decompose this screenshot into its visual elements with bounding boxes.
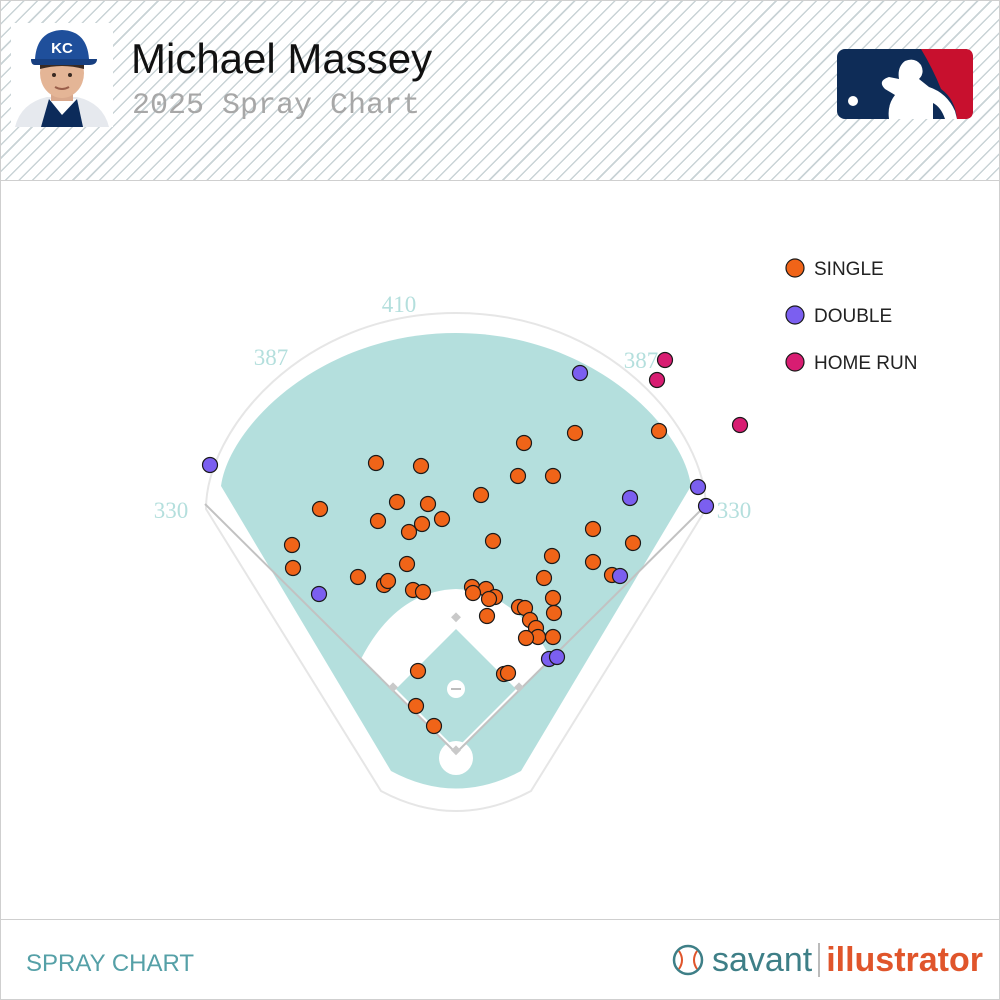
- single-point: [464, 584, 482, 602]
- savant-illustrator-brand: savant illustrator: [672, 940, 983, 980]
- single-point: [349, 568, 367, 586]
- mlb-logo-icon: [837, 49, 973, 119]
- single-point: [624, 534, 642, 552]
- single-point: [544, 628, 562, 646]
- double-point: [310, 585, 328, 603]
- single-point: [433, 510, 451, 528]
- single-point: [283, 536, 301, 554]
- brand-illustrator: illustrator: [826, 940, 983, 979]
- legend-marker: [785, 352, 805, 372]
- spray-chart-field: 330 387 410 387 330 SINGLE DOUBLE HOME RUN: [154, 258, 917, 812]
- home-run-point: [731, 416, 749, 434]
- player-headshot-icon: KC: [11, 23, 113, 127]
- single-point: [369, 512, 387, 530]
- double-point: [689, 478, 707, 496]
- single-point: [584, 553, 602, 571]
- svg-text:KC: KC: [51, 40, 73, 57]
- single-point: [499, 664, 517, 682]
- single-point: [584, 520, 602, 538]
- legend-item-home-run: HOME RUN: [785, 352, 917, 374]
- single-point: [388, 493, 406, 511]
- single-point: [484, 532, 502, 550]
- legend-marker: [785, 305, 805, 325]
- hit-points: [201, 351, 749, 735]
- single-point: [535, 569, 553, 587]
- single-point: [311, 500, 329, 518]
- single-point: [543, 547, 561, 565]
- header-banner: KC Michael Massey 2025 Spray Chart: [1, 1, 999, 181]
- home-run-point: [648, 371, 666, 389]
- single-point: [544, 589, 562, 607]
- single-point: [367, 454, 385, 472]
- single-point: [398, 555, 416, 573]
- single-point: [413, 515, 431, 533]
- single-point: [409, 662, 427, 680]
- fence-label-right-center: 387: [624, 348, 659, 373]
- chart-subtitle: 2025 Spray Chart: [132, 89, 421, 123]
- pitchers-rubber: [451, 688, 461, 690]
- single-point: [414, 583, 432, 601]
- single-point: [515, 434, 533, 452]
- legend-label: DOUBLE: [814, 306, 892, 327]
- single-point: [472, 486, 490, 504]
- legend-item-double: DOUBLE: [785, 305, 892, 327]
- brand-divider: [818, 943, 821, 977]
- single-point: [425, 717, 443, 735]
- double-point: [548, 648, 566, 666]
- outfield-grass: [221, 333, 691, 789]
- legend-item-single: SINGLE: [785, 258, 884, 280]
- footer: SPRAY CHART savant illustrator: [1, 919, 999, 999]
- double-point: [697, 497, 715, 515]
- double-point: [201, 456, 219, 474]
- single-point: [566, 424, 584, 442]
- baseball-icon: [672, 944, 704, 976]
- single-point: [650, 422, 668, 440]
- right-foul-line: [455, 503, 708, 754]
- single-point: [407, 697, 425, 715]
- home-run-point: [656, 351, 674, 369]
- single-point: [412, 457, 430, 475]
- single-point: [509, 467, 527, 485]
- double-point: [571, 364, 589, 382]
- single-point: [545, 604, 563, 622]
- legend-label: HOME RUN: [814, 353, 917, 374]
- single-point: [284, 559, 302, 577]
- fence-label-left: 330: [154, 498, 189, 523]
- single-point: [478, 607, 496, 625]
- single-point: [480, 590, 498, 608]
- fence-label-right: 330: [717, 498, 752, 523]
- single-point: [544, 467, 562, 485]
- single-point: [419, 495, 437, 513]
- fence-label-center: 410: [382, 292, 417, 317]
- home-plate-circle: [439, 741, 473, 775]
- footer-label: SPRAY CHART: [26, 950, 195, 977]
- legend-label: SINGLE: [814, 259, 884, 280]
- double-point: [621, 489, 639, 507]
- brand-savant: savant: [712, 940, 813, 979]
- legend-marker: [785, 258, 805, 278]
- single-point: [400, 523, 418, 541]
- first-base: [514, 682, 524, 693]
- fence-label-left-center: 387: [254, 345, 289, 370]
- single-point: [379, 572, 397, 590]
- legend: SINGLE DOUBLE HOME RUN: [785, 258, 917, 374]
- single-point: [517, 629, 535, 647]
- double-point: [611, 567, 629, 585]
- player-name: Michael Massey: [131, 35, 433, 82]
